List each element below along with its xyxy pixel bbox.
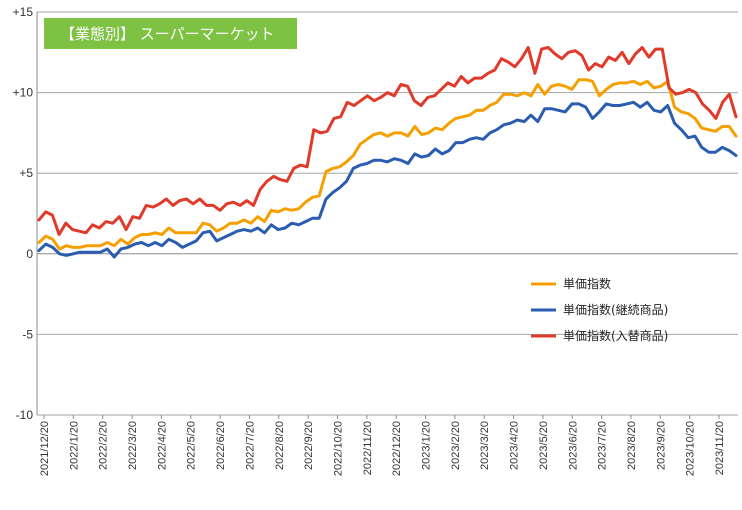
- series-line-1: [37, 100, 738, 259]
- x-tick-label: 2023/8/20: [626, 421, 638, 470]
- y-axis-tick-labels: +15 +10 +5 0 -5 -10: [13, 5, 34, 422]
- x-tick-label: 2022/3/20: [127, 421, 139, 470]
- x-tick-label: 2022/4/20: [156, 421, 168, 470]
- x-tick-label: 2021/12/20: [39, 421, 51, 476]
- y-tick-label: +10: [13, 86, 34, 100]
- legend: 単価指数 単価指数(継続商品) 単価指数(入替商品): [531, 276, 668, 343]
- x-tick-label: 2022/9/20: [303, 421, 315, 470]
- x-tick-label: 2022/11/20: [362, 421, 374, 475]
- x-tick-label: 2023/11/20: [714, 421, 726, 475]
- legend-label-continuing-items: 単価指数(継続商品): [563, 302, 668, 317]
- y-tick-label: +15: [13, 5, 34, 19]
- legend-label-replaced-items: 単価指数(入替商品): [563, 328, 668, 343]
- chart-title: 【業態別】 スーパーマーケット: [60, 25, 275, 43]
- y-tick-label: -5: [22, 327, 33, 341]
- title-box-background: [44, 18, 297, 49]
- series-lines: [37, 46, 738, 259]
- y-tick-label: 0: [26, 247, 33, 261]
- x-axis-tick-labels: 2021/12/20 2022/1/20 2022/2/20 2022/3/20 202…: [39, 421, 726, 476]
- x-tick-label: 2023/10/20: [685, 421, 697, 476]
- series-line-0: [37, 78, 738, 251]
- x-tick-label: 2023/1/20: [421, 421, 433, 470]
- x-tick-label: 2023/5/20: [538, 421, 550, 470]
- x-tick-label: 2023/6/20: [567, 421, 579, 470]
- x-tick-label: 2022/8/20: [274, 421, 286, 470]
- x-tick-label: 2023/4/20: [509, 421, 521, 470]
- gridlines: [36, 11, 738, 419]
- x-tick-label: 2023/2/20: [450, 421, 462, 470]
- series-line-2: [37, 46, 738, 236]
- x-tick-label: 2022/7/20: [244, 421, 256, 470]
- x-tick-label: 2023/3/20: [479, 421, 491, 470]
- x-tick-label: 2022/6/20: [215, 421, 227, 470]
- y-tick-label: +5: [19, 166, 33, 180]
- x-tick-label: 2022/5/20: [186, 421, 198, 470]
- x-tick-label: 2022/12/20: [391, 421, 403, 476]
- x-tick-label: 2022/2/20: [98, 421, 110, 470]
- chart-title-box: 【業態別】 スーパーマーケット: [44, 18, 297, 49]
- x-tick-label: 2023/7/20: [597, 421, 609, 470]
- x-tick-label: 2022/10/20: [332, 421, 344, 476]
- legend-label-unit-price: 単価指数: [563, 276, 611, 291]
- x-tick-label: 2022/1/20: [68, 421, 80, 470]
- y-tick-label: -10: [16, 408, 34, 422]
- x-tick-label: 2023/9/20: [655, 421, 667, 470]
